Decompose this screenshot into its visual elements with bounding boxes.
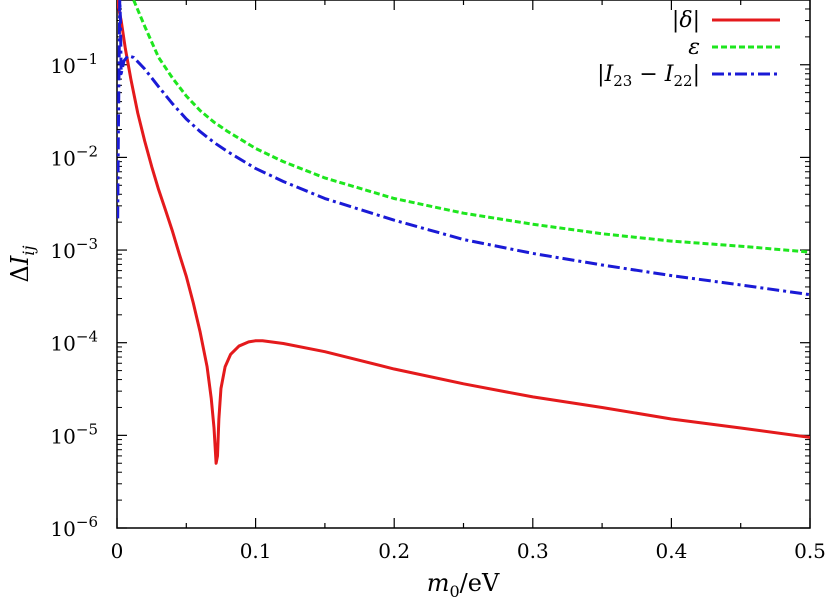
y-tick-label-4: 10−2 (50, 142, 98, 170)
y-axis-sub: ij (19, 246, 38, 256)
y-tick-label-2: 10−4 (50, 328, 98, 356)
series-lines (117, 0, 810, 465)
legend-label-2: |I23 − I22| (597, 62, 700, 90)
legend-label-1: ε (688, 35, 700, 60)
legend: |δ|ε|I23 − I22| (597, 8, 780, 90)
plot-frame (116, 0, 811, 529)
x-tick-label-2: 0.2 (378, 539, 410, 563)
series-line-2 (117, 0, 810, 297)
x-tick-label-5: 0.5 (794, 539, 826, 563)
y-tick-label-5: 10−1 (50, 50, 98, 78)
x-tick-label-4: 0.4 (655, 539, 687, 563)
y-tick-label-0: 10−6 (50, 513, 98, 541)
y-axis-label: ΔIij (6, 246, 38, 283)
y-tick-label-3: 10−3 (50, 235, 98, 263)
axis-ticks (116, 0, 811, 529)
series-line-1 (132, 0, 810, 254)
y-axis-var: I (6, 255, 34, 266)
x-tick-label-0: 0 (111, 539, 124, 563)
x-axis-sub: 0 (449, 582, 459, 601)
x-tick-label-3: 0.3 (517, 539, 549, 563)
y-tick-labels: 10−6 10−5 10−4 10−3 10−2 10−1 (50, 50, 98, 541)
y-axis-prefix: Δ (6, 265, 34, 282)
x-tick-label-1: 0.1 (240, 539, 272, 563)
x-axis-unit: /eV (460, 569, 500, 597)
legend-label-0: |δ| (672, 8, 700, 33)
x-axis-label: m0/eV (427, 569, 500, 601)
x-axis-var: m (427, 569, 450, 597)
x-tick-labels: 0 0.1 0.2 0.3 0.4 0.5 (111, 539, 826, 563)
series-line-0 (117, 0, 810, 465)
y-tick-label-1: 10−5 (50, 420, 98, 448)
